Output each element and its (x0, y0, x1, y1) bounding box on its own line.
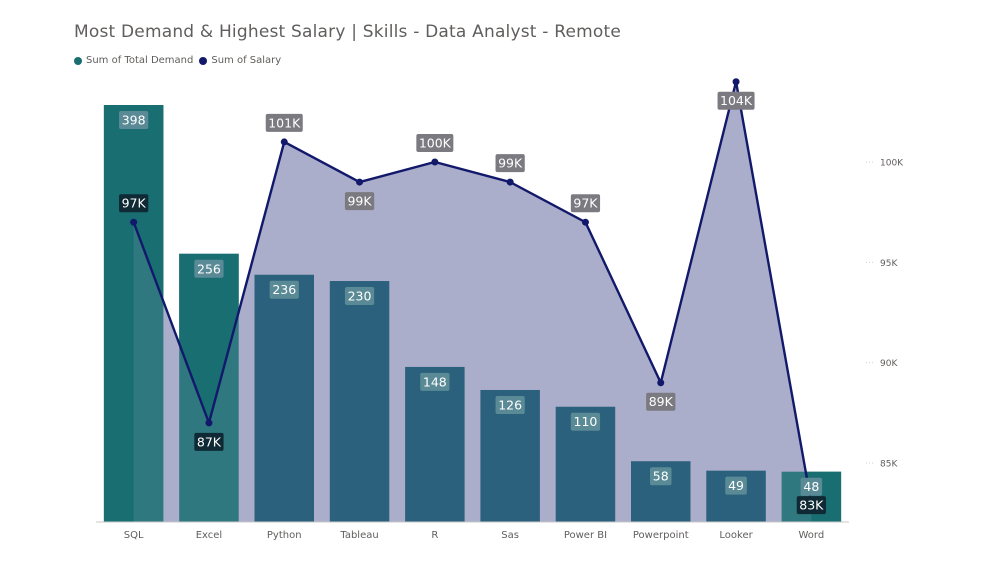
bar-label-bg (269, 280, 299, 299)
bar-label-bg (725, 476, 747, 495)
bar-value-label: 58 (653, 469, 669, 484)
x-tick-label: Excel (196, 530, 223, 541)
x-tick-label: Word (798, 530, 824, 541)
legend-label-salary: Sum of Salary (211, 55, 282, 66)
salary-label-bg (495, 154, 525, 173)
legend-marker-salary (199, 56, 208, 65)
y-right-tick-label: 95K (880, 259, 898, 269)
salary-point (130, 218, 138, 226)
salary-point (581, 218, 589, 226)
bar-overlay (254, 274, 314, 522)
bar-label-bg (194, 259, 224, 278)
salary-point (356, 178, 364, 186)
salary-point (506, 178, 514, 186)
bar-value-label: 236 (272, 282, 296, 297)
x-tick-label: Python (267, 530, 302, 541)
chart-legend: Sum of Total Demand Sum of Salary (74, 55, 281, 66)
x-tick-label: Looker (719, 530, 753, 541)
bar-value-label: 48 (803, 479, 819, 494)
salary-label-bg (717, 91, 755, 110)
x-tick-label: Tableau (339, 530, 378, 541)
legend-item-total-demand[interactable]: Sum of Total Demand (74, 55, 193, 66)
salary-label-bg (570, 194, 601, 213)
salary-label-bg (646, 392, 676, 411)
bar-overlay (329, 281, 390, 522)
salary-line (132, 81, 813, 504)
salary-label-bg (194, 432, 224, 451)
salary-label-bg (265, 113, 303, 132)
legend-item-salary[interactable]: Sum of Salary (199, 55, 281, 66)
salary-value-label: 104K (720, 93, 753, 108)
bar-value-label: 49 (728, 478, 744, 493)
salary-value-label: 99K (498, 156, 523, 171)
salary-value-label: 99K (347, 194, 372, 209)
bar-overlay (103, 105, 164, 522)
bar-label-bg (650, 467, 672, 486)
salary-label-bg (119, 194, 149, 213)
salary-value-label: 100K (419, 136, 452, 151)
salary-value-label: 97K (573, 196, 598, 211)
y-right-tick-label: 85K (880, 460, 898, 470)
bar-value-label: 148 (423, 374, 447, 389)
salary-value-label: 101K (268, 115, 301, 130)
bar-label-bg (119, 111, 149, 129)
bar-label-bg (800, 477, 823, 496)
salary-value-label: 83K (799, 498, 824, 513)
x-tick-label: Powerpoint (633, 530, 689, 541)
bar-overlay (179, 253, 239, 522)
bar-overlay (405, 366, 465, 522)
salary-label-bg (344, 192, 375, 211)
y-right-tick-label: 100K (880, 159, 904, 169)
bar-value-label: 110 (574, 414, 598, 429)
salary-label-bg (416, 134, 454, 152)
salary-point (657, 379, 665, 387)
salary-point (205, 419, 213, 427)
bar-value-label: 256 (197, 261, 221, 276)
bar-value-label: 398 (122, 113, 146, 128)
bar-value-label: 230 (348, 289, 372, 304)
chart-title: Most Demand & Highest Salary | Skills - … (74, 22, 622, 42)
legend-label-total-demand: Sum of Total Demand (86, 55, 194, 66)
bar-label-bg (495, 395, 525, 414)
salary-point (431, 158, 439, 166)
salary-value-label: 89K (649, 394, 674, 409)
legend-marker-total-demand (74, 56, 82, 65)
bar-value-label: 126 (498, 397, 522, 412)
bar-label-bg (344, 287, 375, 306)
x-tick-label: R (431, 530, 438, 541)
salary-value-label: 87K (197, 434, 222, 449)
bar-label-bg (570, 412, 601, 431)
salary-value-label: 97K (122, 196, 147, 211)
x-tick-label: Sas (501, 530, 519, 541)
salary-point (732, 78, 740, 86)
salary-point (280, 138, 288, 146)
y-right-tick-label: 90K (880, 359, 898, 369)
salary-label-bg (796, 496, 826, 515)
x-tick-label: SQL (124, 530, 144, 541)
x-tick-label: Power BI (564, 530, 607, 541)
bar-label-bg (420, 372, 450, 391)
